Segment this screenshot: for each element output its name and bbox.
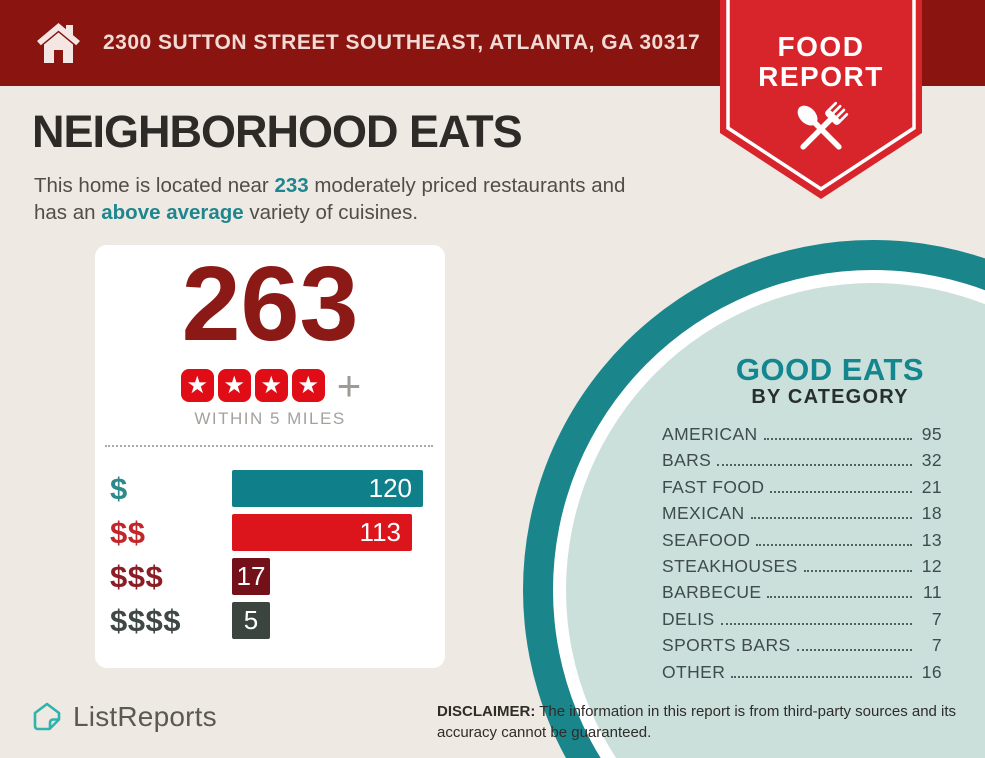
dotted-leader [803,569,912,572]
variety-highlight: above average [101,201,244,224]
disclaimer-text: The information in this report is from t… [437,703,957,741]
star-glyph: ★ [186,371,208,399]
price-tier-label: $$ [110,515,146,550]
property-address: 2300 SUTTON STREET SOUTHEAST, ATLANTA, G… [103,31,701,54]
category-value: 32 [921,450,942,471]
category-label: OTHER [662,661,726,682]
bar: 5 [232,602,270,639]
dotted-leader [796,649,912,652]
listreports-logo-icon [33,702,61,731]
dotted-leader [756,543,912,546]
category-row: SEAFOOD 13 [662,530,942,556]
bar: 113 [232,514,412,551]
brand-name: ListReports [73,701,217,732]
dotted-leader [763,438,912,440]
home-icon [37,22,80,63]
category-label: FAST FOOD [662,476,765,497]
badge-line1: FOOD [778,31,865,62]
category-value: 95 [921,424,942,444]
dotted-leader [731,675,912,678]
category-row: FAST FOOD 21 [662,477,942,503]
star-icon: ★ [180,368,214,402]
stars-row: ★ ★ ★ ★ + [95,361,445,409]
intro-part3: has an [34,201,102,224]
bar-row: $$$$ 5 [95,602,445,646]
restaurant-count: 233 [274,174,309,197]
bar: 17 [232,558,270,595]
category-row: OTHER 16 [662,662,942,688]
total-restaurant-count: 263 [181,245,359,363]
dotted-leader [767,596,912,599]
spoon-fork-icon [797,101,849,150]
category-row: DELIS 7 [662,609,942,635]
category-row: STEAKHOUSES 12 [662,556,942,582]
bar-row: $$ 113 [95,514,445,558]
dotted-divider [105,445,433,447]
bar-value: 113 [359,517,401,547]
bar-row: $120 [95,470,445,514]
category-label: DELIS [662,608,715,629]
page-title: NEIGHBORHOOD EATS [32,106,523,157]
listreports-brand: ListReports [30,700,217,734]
category-value: 18 [921,503,942,524]
category-value: 7 [931,608,942,629]
star-icon: ★ [291,368,325,402]
dotted-leader [717,464,912,467]
category-value: 12 [921,555,942,576]
restaurant-summary-card: 263 ★ ★ ★ ★ + WITHIN 5 MILES $120 $$ 113 $$$ 17 $… [95,245,445,668]
category-value: 21 [921,476,942,497]
intro-sentence: This home is located near 233 moderately… [34,172,714,226]
bar-value: 17 [236,561,266,591]
star-glyph: ★ [260,371,282,399]
star-glyph: ★ [223,371,245,399]
category-row: BARS 32 [662,450,942,476]
intro-part4: variety of cuisines. [243,201,419,224]
category-label: SEAFOOD [662,529,751,550]
disclaimer: DISCLAIMER: The information in this repo… [437,702,957,743]
dotted-leader [770,490,912,493]
plus-icon: + [336,361,362,409]
radius-label: WITHIN 5 MILES [194,409,346,428]
dotted-leader [720,622,912,625]
bar-value: 5 [243,605,259,635]
category-value: 7 [931,635,942,656]
category-label: AMERICAN [662,424,758,444]
bar: 120 [232,470,423,507]
dotted-leader [750,517,912,520]
price-tier-label: $$$$ [110,603,181,638]
good-eats-subtitle: BY CATEGORY [751,386,909,408]
bar-row: $$$ 17 [95,558,445,602]
badge-shape [720,0,922,199]
price-tier-label: $ [110,471,128,506]
category-list: AMERICAN 95 BARS 32 FAST FOOD 21 MEXICAN 18 SEAF… [662,424,942,688]
star-glyph: ★ [297,371,319,399]
intro-part2: moderately priced restaurants and [308,174,626,197]
disclaimer-label: DISCLAIMER: [437,703,536,720]
category-row: SPORTS BARS 7 [662,635,942,661]
bar-value: 120 [368,473,412,503]
category-value: 16 [921,661,942,682]
category-row: AMERICAN 95 [662,424,942,450]
circle-inner-fill [566,283,985,758]
category-value: 11 [923,582,942,603]
category-value: 13 [921,529,942,550]
intro-part1: This home is located near [34,174,275,197]
badge-line2: REPORT [758,61,884,92]
category-label: BARS [662,450,712,471]
food-report-badge: FOOD REPORT [720,0,922,199]
category-label: SPORTS BARS [662,635,791,656]
category-label: BARBECUE [662,582,762,603]
category-label: MEXICAN [662,503,745,524]
star-icon: ★ [217,368,251,402]
category-row: BARBECUE 11 [662,582,942,608]
price-bar-chart: $120 $$ 113 $$$ 17 $$$$ 5 [95,470,445,646]
good-eats-title: GOOD EATS [735,352,925,387]
badge-inner-border [726,0,916,192]
category-label: STEAKHOUSES [662,555,798,576]
star-icon: ★ [254,368,288,402]
category-row: MEXICAN 18 [662,503,942,529]
price-tier-label: $$$ [110,559,164,594]
